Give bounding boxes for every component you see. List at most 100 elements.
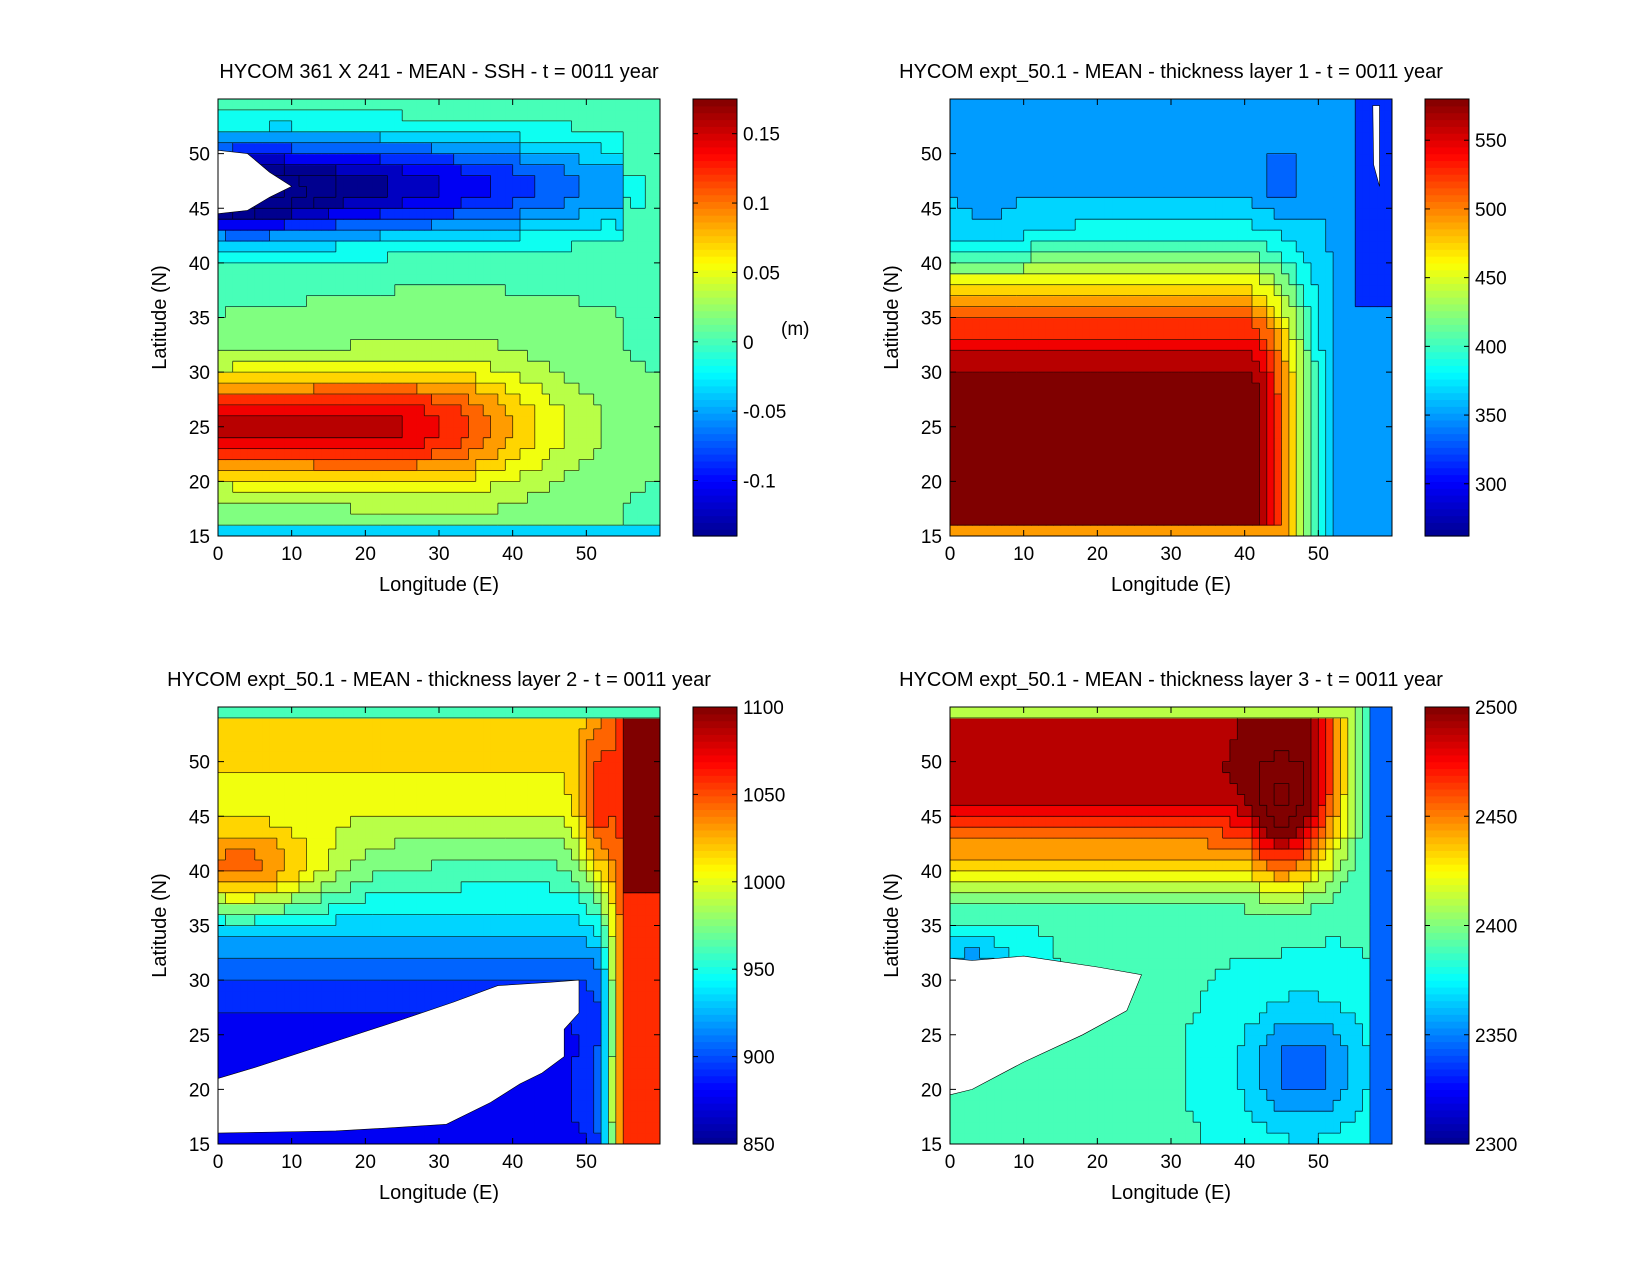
colorbar-tick-label: 1050 [743, 785, 785, 806]
y-tick-label: 15 [189, 527, 210, 548]
y-tick-label: 35 [189, 917, 210, 938]
y-tick-label: 30 [921, 363, 942, 384]
x-tick-label: 40 [502, 544, 523, 565]
x-tick-label: 50 [1308, 544, 1329, 565]
y-tick-label: 25 [921, 418, 942, 439]
colorbar-tick-label: 0 [743, 333, 754, 354]
x-tick-label: 40 [1234, 544, 1255, 565]
colorbar-tick-label: 850 [743, 1135, 775, 1156]
x-tick-label: 30 [428, 1152, 449, 1173]
y-tick-label: 30 [189, 363, 210, 384]
y-tick-label: 35 [921, 309, 942, 330]
x-tick-label: 50 [1308, 1152, 1329, 1173]
y-tick-label: 20 [921, 472, 942, 493]
colorbar-tick-label: 0.05 [743, 263, 780, 284]
x-tick-label: 20 [1087, 544, 1108, 565]
colorbar-tick-label: 2500 [1475, 698, 1517, 719]
y-tick-label: 50 [921, 753, 942, 774]
x-tick-label: 0 [213, 544, 224, 565]
y-tick-label: 25 [921, 1026, 942, 1047]
y-tick-label: 40 [921, 862, 942, 883]
y-tick-label: 45 [921, 199, 942, 220]
y-tick-label: 20 [189, 1080, 210, 1101]
x-tick-label: 0 [945, 544, 956, 565]
x-tick-label: 30 [1160, 544, 1181, 565]
y-tick-label: 30 [189, 971, 210, 992]
panel-1: 0 10 20 30 40 50 15 20 25 30 35 40 45 50 HYCOM 361 X 2… [149, 61, 809, 596]
colorbar-tick-label: -0.05 [743, 402, 786, 423]
y-tick-label: 40 [189, 254, 210, 275]
y-tick-label: 25 [189, 1026, 210, 1047]
x-tick-label: 50 [576, 544, 597, 565]
colorbar-tick-label: 550 [1475, 131, 1507, 152]
colorbar-tick-label: 500 [1475, 200, 1507, 221]
x-tick-label: 30 [1160, 1152, 1181, 1173]
y-tick-label: 20 [921, 1080, 942, 1101]
colorbar-tick-label: 0.15 [743, 125, 780, 146]
y-tick-label: 30 [921, 971, 942, 992]
y-tick-label: 45 [921, 807, 942, 828]
x-tick-label: 10 [1013, 1152, 1034, 1173]
x-tick-label: 20 [355, 1152, 376, 1173]
colorbar-unit-label: (m) [781, 319, 809, 340]
masked-region-1-1 [218, 149, 293, 215]
x-tick-label: 10 [281, 1152, 302, 1173]
colorbar-tick-label: 2450 [1475, 807, 1517, 828]
colorbar-1: -0.1 -0.05 0 0.05 0.1 0.15 (m) [692, 98, 809, 537]
masked-region-4-1 [950, 955, 1142, 1096]
colorbar-tick-label: 1000 [743, 873, 785, 894]
colorbar-tick-label: 450 [1475, 269, 1507, 290]
colorbar-2: 300 350 400 450 500 550 [1424, 98, 1507, 537]
chart-title: HYCOM expt_50.1 - MEAN - thickness layer… [899, 61, 1443, 83]
x-tick-label: 30 [428, 544, 449, 565]
colorbar-tick-label: 950 [743, 960, 775, 981]
chart-title: HYCOM expt_50.1 - MEAN - thickness layer… [167, 669, 711, 691]
y-tick-label: 15 [921, 527, 942, 548]
y-tick-label: 15 [921, 1135, 942, 1156]
y-tick-label: 50 [921, 145, 942, 166]
y-axis-label: Latitude (N) [881, 265, 903, 370]
colorbar-box [692, 98, 738, 537]
x-axis-label: Longitude (E) [1111, 1182, 1231, 1204]
colorbar-tick-label: 2350 [1475, 1026, 1517, 1047]
x-tick-label: 10 [1013, 544, 1034, 565]
colorbar-tick-label: 350 [1475, 406, 1507, 427]
y-tick-label: 20 [189, 472, 210, 493]
masked-region-2-1 [1372, 105, 1380, 187]
colorbar-tick-label: 2400 [1475, 917, 1517, 938]
masked-region-3-1 [218, 979, 580, 1134]
field-4 [950, 707, 1392, 1144]
y-tick-label: 45 [189, 807, 210, 828]
x-axis-label: Longitude (E) [1111, 574, 1231, 596]
y-tick-label: 50 [189, 753, 210, 774]
colorbar-tick-label: 1100 [743, 698, 784, 719]
y-tick-label: 35 [921, 917, 942, 938]
x-tick-label: 0 [213, 1152, 224, 1173]
x-tick-label: 0 [945, 1152, 956, 1173]
panel-4: 0 10 20 30 40 50 15 20 25 30 35 40 45 50 HYCOM expt_50… [881, 669, 1517, 1204]
x-tick-label: 10 [281, 544, 302, 565]
x-tick-label: 50 [576, 1152, 597, 1173]
x-tick-label: 20 [355, 544, 376, 565]
colorbar-tick-label: 400 [1475, 337, 1507, 358]
panel-2: 0 10 20 30 40 50 15 20 25 30 35 40 45 50 HYCOM expt_50… [881, 61, 1507, 596]
y-tick-label: 45 [189, 199, 210, 220]
y-tick-label: 40 [189, 862, 210, 883]
chart-title: HYCOM expt_50.1 - MEAN - thickness layer… [899, 669, 1443, 691]
x-axis-label: Longitude (E) [379, 1182, 499, 1204]
colorbar-3: 850 900 950 1000 1050 1100 [692, 698, 785, 1156]
colorbar-tick-label: 0.1 [743, 194, 769, 215]
y-tick-label: 50 [189, 145, 210, 166]
x-tick-label: 40 [502, 1152, 523, 1173]
y-axis-label: Latitude (N) [149, 873, 171, 978]
colorbar-tick-label: 2300 [1475, 1135, 1517, 1156]
field-2 [950, 99, 1392, 536]
y-tick-label: 25 [189, 418, 210, 439]
panel-3: 0 10 20 30 40 50 15 20 25 30 35 40 45 50 HYCOM expt_50… [149, 669, 785, 1204]
x-axis-label: Longitude (E) [379, 574, 499, 596]
y-tick-label: 35 [189, 309, 210, 330]
colorbar-tick-label: 900 [743, 1048, 775, 1069]
y-tick-label: 15 [189, 1135, 210, 1156]
field-1 [218, 99, 660, 536]
